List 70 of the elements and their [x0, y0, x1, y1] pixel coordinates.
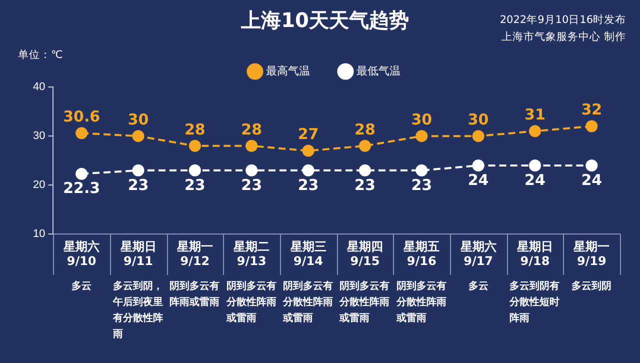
- text: 阴到多云有分散性阵雨或雷雨: [282, 280, 334, 326]
- x-tick-label: 星期日 9/18: [516, 240, 553, 268]
- x-tick-label: 星期日 9/11: [119, 240, 156, 268]
- point: [528, 125, 541, 138]
- data-label: 28: [184, 120, 206, 138]
- data-label: 30: [128, 110, 149, 128]
- data-label: 23: [241, 176, 262, 194]
- point: [302, 164, 314, 176]
- data-label: 27: [298, 125, 319, 144]
- text: 阴到多云有分散性阵雨或雷雨: [340, 280, 390, 326]
- point: [302, 144, 314, 157]
- point: [472, 130, 484, 142]
- y-tick-label: 20: [32, 179, 46, 192]
- x-tick-label: 星期一 9/19: [572, 240, 610, 268]
- point: [132, 130, 144, 142]
- y-tick-label: 30: [32, 130, 46, 142]
- x-tick-label: 星期二 9/13: [232, 240, 270, 268]
- text: 阴到多云有分散性阵雨或雷雨: [226, 280, 277, 326]
- point: [188, 164, 201, 176]
- data-label: 28: [354, 120, 376, 138]
- point: [472, 160, 484, 172]
- point: [586, 160, 598, 172]
- legend-label: 最低气温: [356, 66, 400, 78]
- data-label: 23: [411, 176, 432, 194]
- point: [246, 164, 258, 176]
- text: 多云到阴，午后到夜里有分散性阵雨: [112, 280, 164, 342]
- text: 多云: [467, 280, 490, 294]
- point: [188, 140, 201, 152]
- text: 阴到多云有阵雨或雷雨: [170, 280, 220, 310]
- point: [246, 140, 258, 152]
- y-axis-title: 单位：℃: [18, 48, 63, 62]
- x-tick-label: 星期一 9/12: [176, 240, 213, 268]
- point: [76, 168, 88, 180]
- text: 多云到阴有分散性短时阵雨: [510, 280, 560, 326]
- point: [416, 130, 428, 142]
- x-tick-label: 星期六 9/17: [459, 240, 496, 268]
- data-label: 24: [581, 170, 602, 189]
- point: [528, 160, 541, 172]
- legend-label: 最高气温: [266, 64, 310, 78]
- x-tick-label: 星期三 9/14: [289, 240, 326, 268]
- data-label: 30.6: [63, 108, 100, 126]
- text: 上海市气象服务中心 制作: [500, 30, 626, 45]
- text: 多云: [70, 280, 93, 294]
- point: [76, 127, 88, 140]
- point: [586, 120, 598, 132]
- x-tick-label: 星期六 9/10: [62, 240, 100, 268]
- data-label: 23: [354, 176, 376, 194]
- data-label: 28: [241, 120, 262, 138]
- data-label: 22.3: [63, 179, 100, 198]
- data-label: 23: [298, 176, 319, 194]
- point: [358, 164, 371, 176]
- text: 2022年9月10日16时发布: [500, 13, 626, 28]
- data-label: 30: [468, 110, 489, 128]
- data-label: 23: [184, 176, 206, 194]
- point: [416, 164, 428, 176]
- data-label: 32: [581, 100, 602, 119]
- text: 阴到多云有分散性阵雨或雷雨: [396, 280, 447, 326]
- data-label: 24: [524, 170, 546, 189]
- y-tick-label: 40: [32, 81, 46, 94]
- x-tick-label: 星期四 9/15: [346, 240, 383, 268]
- point: [132, 164, 144, 176]
- data-label: 23: [128, 176, 149, 194]
- x-tick-label: 星期五 9/16: [402, 240, 440, 268]
- chart-title: 上海10天天气趋势: [240, 8, 409, 32]
- text: 多云到阴: [570, 280, 613, 294]
- data-label: 24: [468, 170, 489, 189]
- data-label: 31: [524, 106, 546, 124]
- point: [358, 140, 371, 152]
- data-label: 30: [411, 110, 432, 128]
- y-tick-label: 10: [32, 228, 46, 240]
